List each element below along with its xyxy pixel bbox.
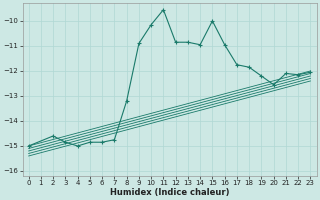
- X-axis label: Humidex (Indice chaleur): Humidex (Indice chaleur): [110, 188, 229, 197]
